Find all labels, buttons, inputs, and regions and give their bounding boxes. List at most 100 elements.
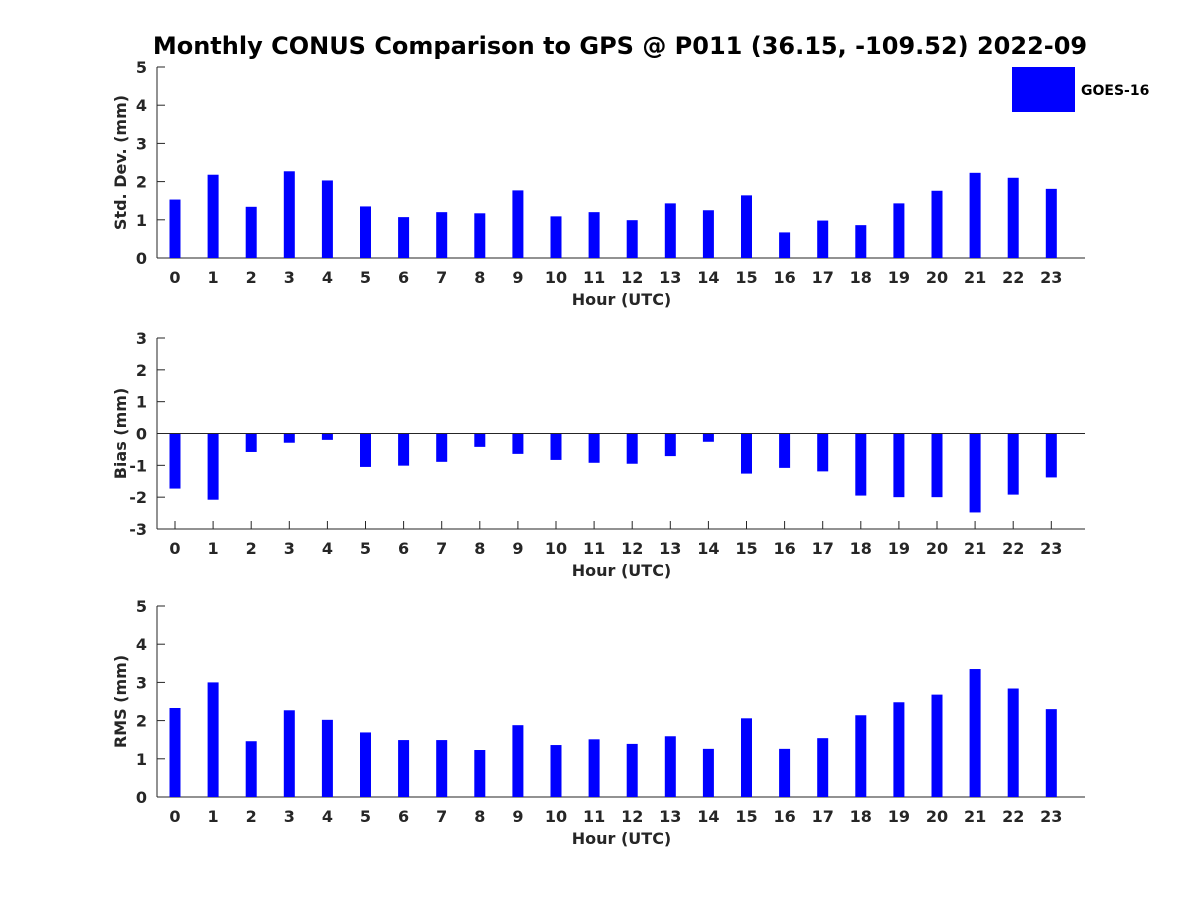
x-tick-label: 13: [659, 807, 681, 826]
bar-hour-11: [588, 739, 600, 797]
x-tick-label: 2: [246, 807, 257, 826]
bar-hour-6: [398, 433, 410, 466]
x-tick-label: 8: [474, 807, 485, 826]
bar-hour-16: [779, 232, 791, 258]
x-tick-label: 11: [583, 807, 605, 826]
bar-hour-14: [702, 748, 714, 797]
x-tick-label: 10: [545, 807, 567, 826]
bar-hour-23: [1045, 709, 1057, 797]
y-tick-label: 3: [136, 329, 147, 348]
y-tick-label: 2: [136, 173, 147, 192]
x-tick-label: 11: [583, 539, 605, 558]
x-tick-label: 8: [474, 539, 485, 558]
bar-hour-23: [1045, 188, 1057, 258]
y-tick-label: -1: [129, 456, 147, 475]
bar-hour-17: [817, 220, 829, 258]
x-tick-label: 13: [659, 268, 681, 287]
x-tick-label: 19: [888, 268, 910, 287]
x-tick-label: 22: [1002, 268, 1024, 287]
bar-hour-21: [969, 172, 981, 258]
x-tick-label: 20: [926, 807, 948, 826]
y-tick-label: 5: [136, 58, 147, 77]
bar-hour-17: [817, 433, 829, 472]
y-tick-label: 2: [136, 712, 147, 731]
x-tick-label: 12: [621, 268, 643, 287]
y-tick-label: 3: [136, 134, 147, 153]
x-tick-label: 22: [1002, 807, 1024, 826]
x-tick-label: 0: [169, 807, 180, 826]
y-tick-label: 4: [136, 96, 147, 115]
bar-hour-0: [169, 199, 181, 258]
x-tick-label: 1: [208, 268, 219, 287]
x-tick-label: 2: [246, 268, 257, 287]
x-tick-label: 14: [697, 807, 719, 826]
bar-hour-1: [207, 682, 219, 797]
y-tick-label: 0: [136, 249, 147, 268]
x-tick-label: 10: [545, 268, 567, 287]
x-tick-label: 9: [512, 539, 523, 558]
bar-hour-2: [245, 741, 257, 797]
bar-hour-10: [550, 216, 562, 258]
y-tick-label: 3: [136, 673, 147, 692]
x-tick-label: 23: [1040, 268, 1062, 287]
bar-hour-7: [436, 740, 448, 797]
x-tick-label: 22: [1002, 539, 1024, 558]
x-tick-label: 15: [735, 539, 757, 558]
x-tick-label: 7: [436, 268, 447, 287]
x-tick-label: 21: [964, 807, 986, 826]
y-axis-label: Bias (mm): [111, 388, 130, 480]
x-tick-label: 1: [208, 539, 219, 558]
bar-hour-9: [512, 725, 524, 797]
y-tick-label: 1: [136, 393, 147, 412]
x-tick-label: 17: [812, 807, 834, 826]
x-tick-label: 14: [697, 268, 719, 287]
bar-hour-12: [626, 433, 638, 464]
x-tick-label: 18: [850, 539, 872, 558]
bar-hour-15: [741, 195, 752, 258]
bar-hour-4: [321, 719, 333, 797]
bar-hour-7: [436, 212, 448, 258]
y-tick-label: 2: [136, 361, 147, 380]
x-tick-label: 17: [812, 268, 834, 287]
x-tick-label: 4: [322, 539, 333, 558]
x-tick-label: 0: [169, 539, 180, 558]
x-tick-label: 3: [284, 268, 295, 287]
bar-hour-22: [1007, 177, 1019, 258]
x-tick-label: 20: [926, 539, 948, 558]
bar-hour-5: [360, 732, 371, 797]
bar-hour-13: [664, 203, 676, 258]
x-tick-label: 15: [735, 807, 757, 826]
bar-hour-12: [626, 220, 638, 258]
x-tick-label: 16: [773, 268, 795, 287]
bar-hour-18: [855, 433, 867, 496]
x-tick-label: 3: [284, 807, 295, 826]
x-tick-label: 13: [659, 539, 681, 558]
bar-hour-4: [321, 433, 333, 440]
x-tick-label: 16: [773, 807, 795, 826]
bar-hour-3: [283, 171, 295, 258]
bar-hour-0: [169, 707, 181, 797]
x-tick-label: 9: [512, 807, 523, 826]
x-tick-label: 5: [360, 268, 371, 287]
bar-hour-16: [779, 748, 791, 797]
x-tick-label: 5: [360, 807, 371, 826]
bar-hour-9: [512, 433, 524, 454]
y-tick-label: 4: [136, 635, 147, 654]
bar-hour-5: [360, 206, 371, 258]
y-tick-label: 0: [136, 425, 147, 444]
bar-hour-3: [283, 710, 295, 797]
x-tick-label: 21: [964, 268, 986, 287]
x-axis-label: Hour (UTC): [572, 829, 672, 848]
bar-hour-5: [360, 433, 371, 467]
bar-hour-0: [169, 433, 181, 489]
x-axis-label: Hour (UTC): [572, 561, 672, 580]
bar-hour-2: [245, 206, 257, 258]
y-tick-label: 0: [136, 788, 147, 807]
bar-hour-20: [931, 433, 943, 498]
bar-hour-19: [893, 433, 905, 498]
bar-hour-21: [969, 433, 981, 513]
